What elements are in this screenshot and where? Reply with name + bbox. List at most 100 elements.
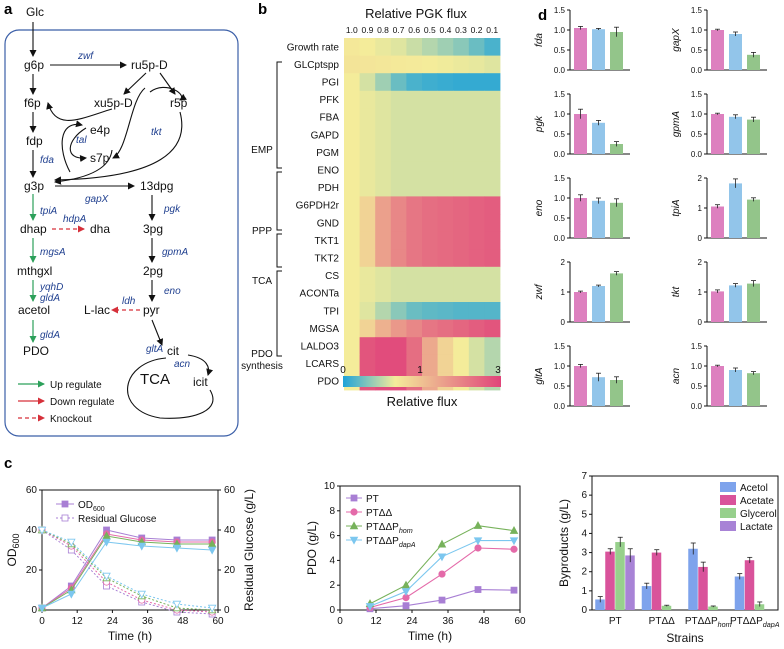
y-tick-label: 5 [581, 509, 587, 520]
enzyme-gpma: gpmA [162, 247, 188, 258]
y2-axis-label: Residual Glucose (g/L) [242, 489, 256, 611]
strain-base: PT [609, 616, 622, 627]
heatmap-cell [406, 178, 423, 197]
gene-bar [610, 273, 623, 322]
heatmap-cell [437, 214, 454, 232]
heatmap-cell [375, 38, 392, 56]
heatmap-cell [406, 249, 423, 268]
gene-chart-tkt: 0 1 2 tkt [671, 258, 767, 327]
heatmap-cell [422, 302, 438, 320]
heatmap-cell [437, 55, 454, 74]
data-point [509, 537, 519, 546]
heatmap-cell [484, 55, 501, 74]
y2-tick-label: 60 [224, 485, 236, 496]
heatmap-cell [406, 266, 423, 285]
heatmap-cell [468, 302, 485, 320]
heatmap-cell [437, 38, 454, 56]
heatmap-cell [406, 161, 423, 180]
panel-b: b Relative PGK flux 1.0 0.9 0.8 0.7 0.6 0.5 0.… [241, 1, 501, 409]
strain-base: PTΔΔP [366, 536, 399, 547]
od-base: OD [5, 548, 19, 566]
heatmap-cell [422, 90, 438, 109]
heatmap-cell [422, 249, 438, 268]
data-point [402, 602, 410, 610]
y-tick-label: 0.0 [691, 402, 703, 411]
y2-tick-label: 20 [224, 565, 236, 576]
glucose-point [172, 600, 182, 609]
heatmap-cell [453, 196, 470, 215]
heatmap-cell [406, 337, 423, 356]
glucose-point [67, 538, 76, 547]
y-tick-label: 4 [581, 528, 587, 539]
heatmap-cell [422, 266, 438, 285]
strain-label: PTΔΔPdapA [366, 536, 416, 549]
gene-bar [729, 370, 742, 406]
heatmap-cell [390, 214, 407, 232]
heatmap-cell [437, 143, 454, 162]
heatmap-cell [484, 161, 501, 180]
y-tick-label: 1.0 [554, 110, 566, 119]
y-tick-label: 1.5 [691, 90, 703, 99]
legend-knockout-label: Knockout [50, 414, 92, 425]
heatmap-cell [375, 214, 392, 232]
y-tick-label: 1.5 [554, 90, 566, 99]
heatmap-cell [422, 38, 438, 56]
enzyme-yqhd: yqhD [39, 282, 63, 293]
panel-label-c: c [4, 455, 12, 472]
heatmap-cell [453, 161, 470, 180]
heatmap-cell [375, 108, 392, 127]
legend-swatch [720, 521, 736, 531]
heatmap-cell [390, 196, 407, 215]
heatmap-cell [359, 38, 376, 56]
heatmap-cell [422, 214, 438, 232]
y-tick-label: 8 [329, 506, 335, 517]
y-axis-label: PDO (g/L) [305, 521, 319, 575]
data-point [61, 500, 69, 508]
gene-label: gltA [534, 367, 545, 385]
byproduct-bar [754, 604, 765, 610]
heatmap-cell [484, 302, 501, 320]
heatmap-cell [422, 126, 438, 144]
gene-chart-zwf: 0 1 2 zwf [534, 258, 630, 327]
data-point [401, 580, 411, 589]
heatmap-row-label: PGM [316, 148, 339, 159]
x-tick-label: 0 [337, 616, 343, 627]
strain-base: PTΔΔP [685, 616, 718, 627]
x-axis-label: Time (h) [108, 629, 152, 643]
heatmap-cell [484, 143, 501, 162]
byproduct-bar [744, 560, 755, 610]
gene-chart-fda: 0.0 0.5 1.0 1.5 fda [534, 6, 630, 75]
y-tick-label: 0 [698, 318, 703, 327]
x-tick-label: 60 [514, 616, 526, 627]
arrow-cit-icit [187, 354, 214, 376]
bracket-tca [276, 233, 282, 268]
x-axis-label: Time (h) [408, 629, 452, 643]
strain-base: PTΔΔ [649, 616, 675, 627]
heatmap-title: Relative PGK flux [365, 6, 467, 21]
data-point [207, 546, 217, 555]
heatmap-row-label: GLCptspp [294, 60, 339, 71]
byproduct-bar [641, 586, 652, 610]
glucose-point [207, 604, 217, 613]
gene-expression-charts: 0.0 0.5 1.0 1.5 fda 0.0 0.5 1.0 1.5 gapX 0.0 0.5 1.0… [534, 6, 767, 411]
heatmap-cell [375, 284, 392, 303]
heatmap-cell [375, 161, 392, 180]
metabolite-pdo: PDO [23, 344, 49, 358]
heatmap-row-label: CS [325, 271, 339, 282]
heatmap-cell [359, 108, 376, 127]
gene-bar [729, 183, 742, 238]
bracket-emp [276, 61, 282, 169]
data-point [509, 526, 519, 534]
heatmap-cell [468, 196, 485, 215]
heatmap-cell [484, 284, 501, 303]
glucose-line [41, 529, 213, 613]
legend-swatch [720, 495, 736, 505]
gene-label: gapX [671, 28, 682, 52]
heatmap-cell [422, 354, 438, 373]
metabolite-acetol: acetol [18, 303, 50, 317]
heatmap-cell [406, 196, 423, 215]
metabolite-f6p: f6p [24, 96, 41, 110]
heatmap-cell [406, 214, 423, 232]
heatmap-cell [453, 126, 470, 144]
gene-bar [574, 28, 587, 70]
